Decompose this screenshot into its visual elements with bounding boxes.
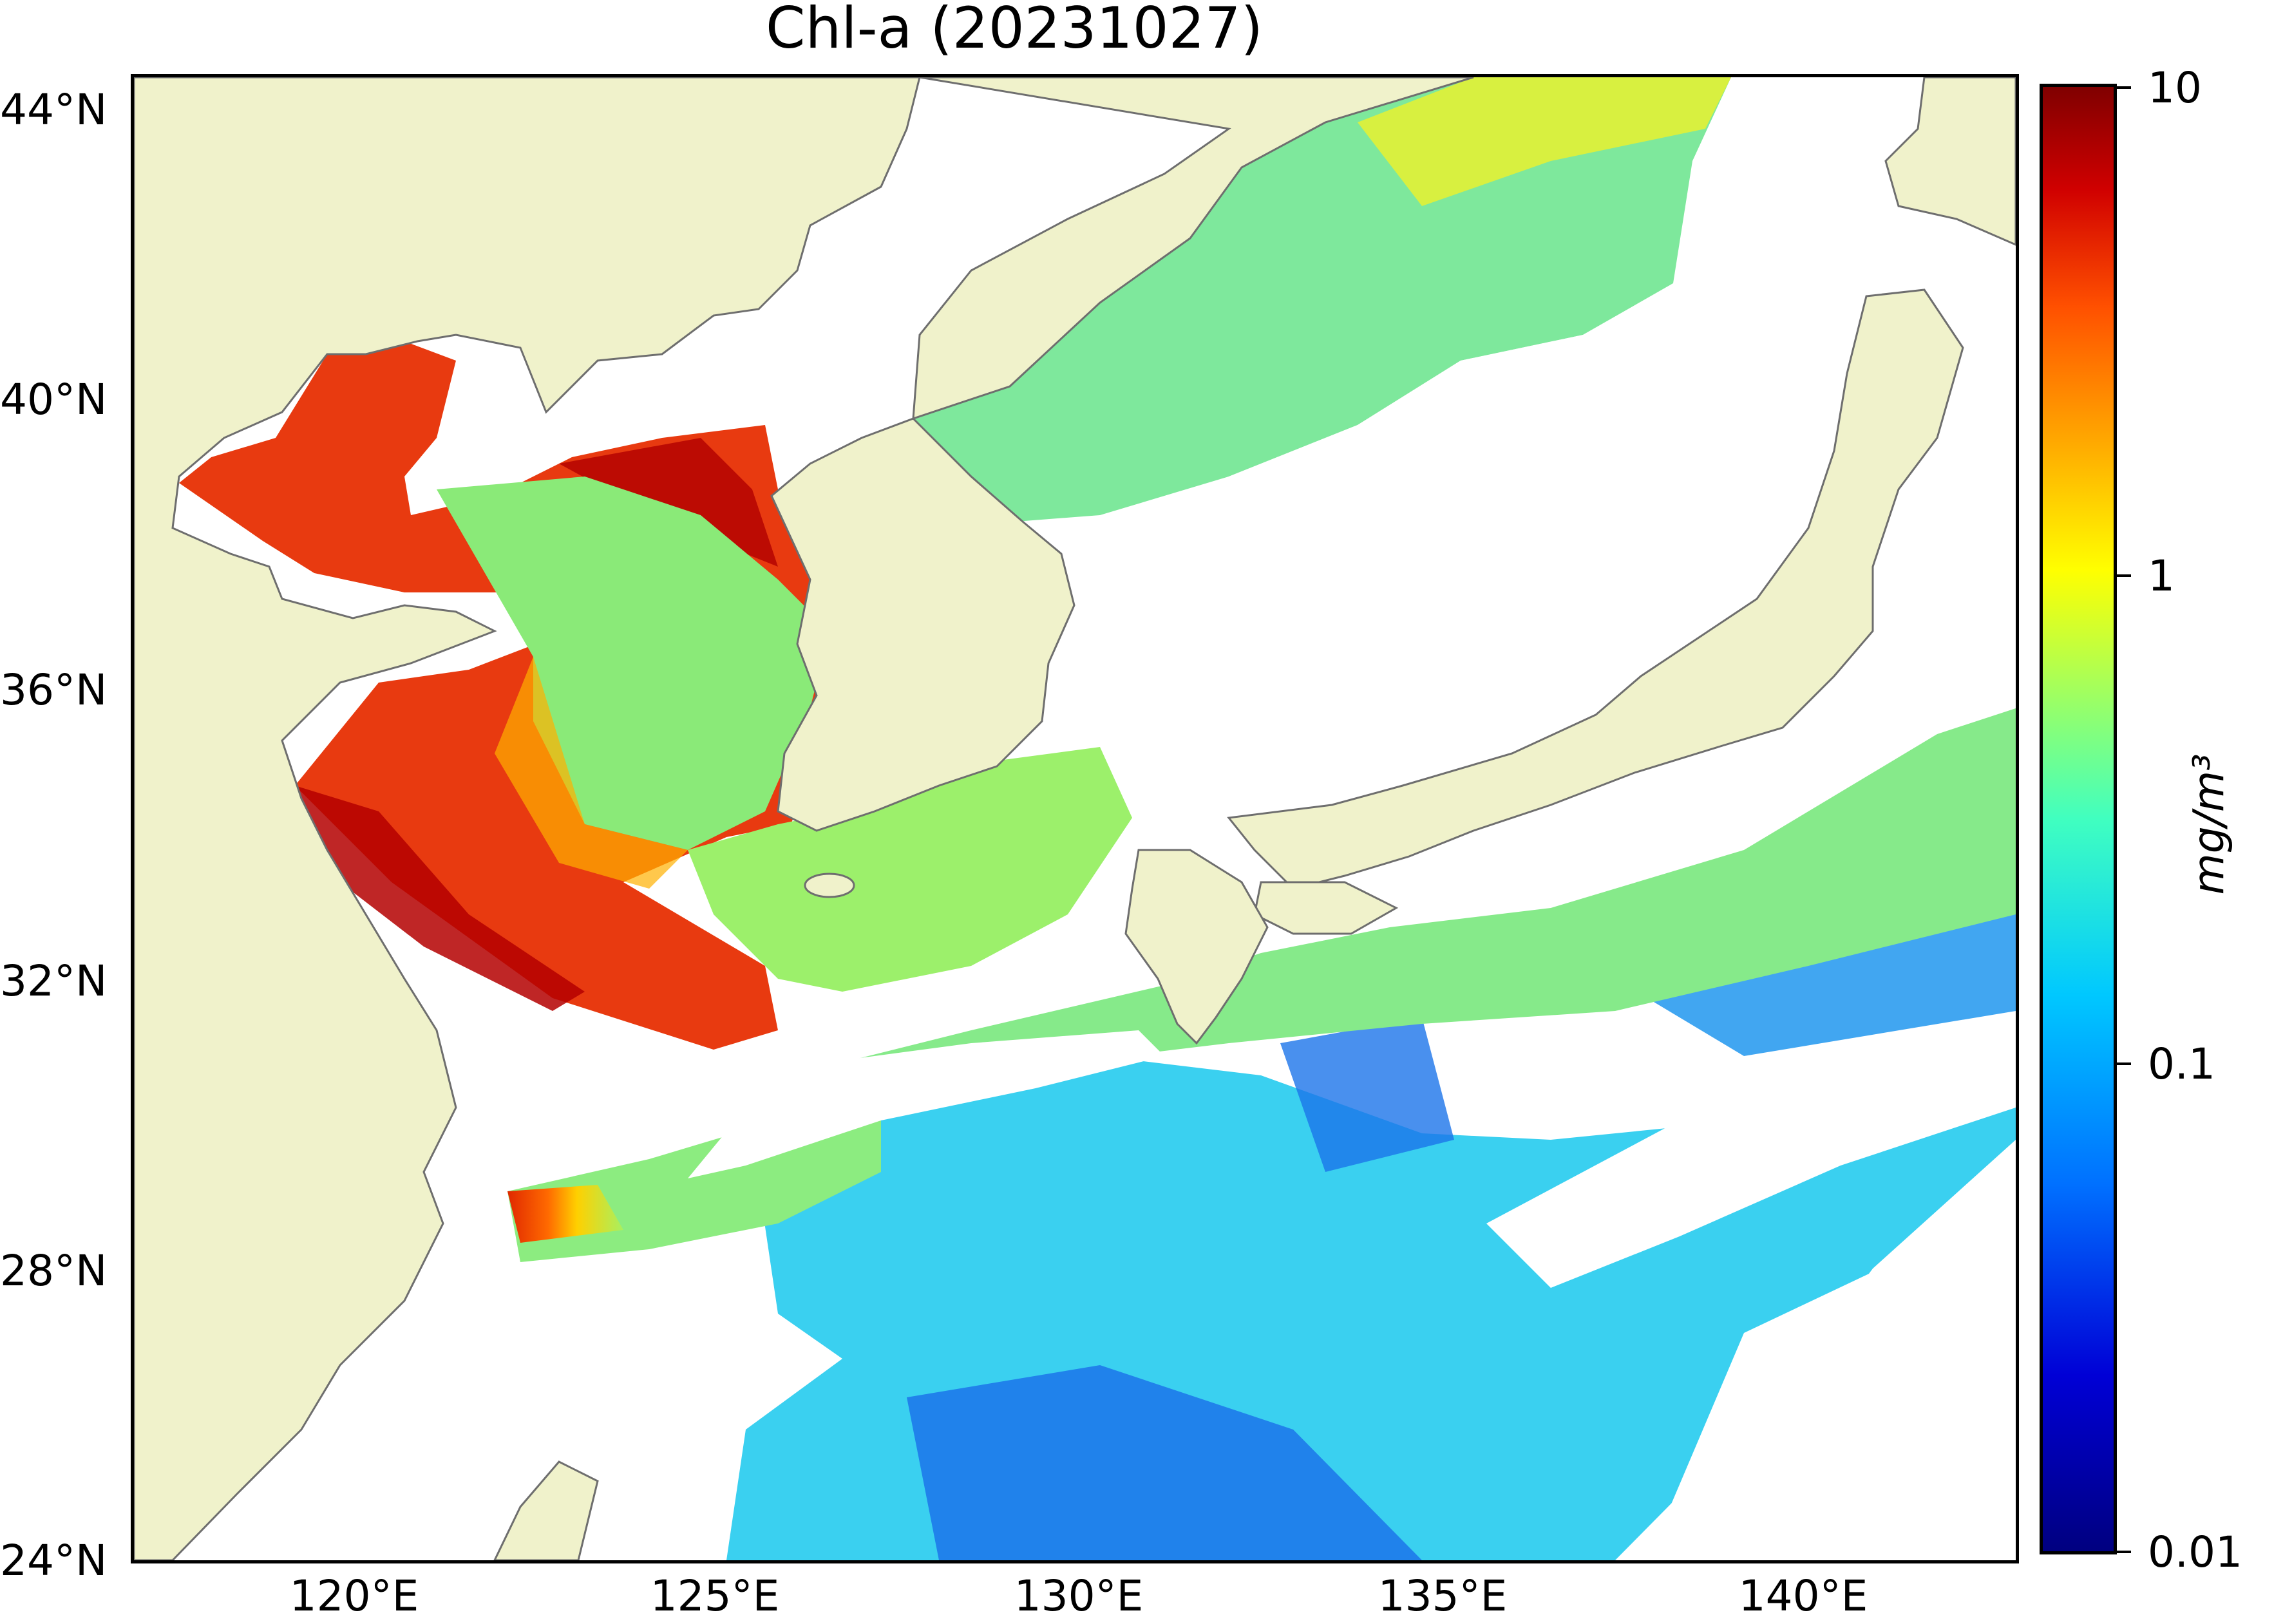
longitude-label: 135°E — [1378, 1571, 1508, 1621]
china-landmass — [134, 77, 921, 1560]
colorbar-units-label: mg/m³ — [2184, 753, 2234, 895]
cloud-gap — [1486, 1030, 2016, 1288]
kyushu-island — [1124, 849, 1269, 1045]
colorbar-tick — [2117, 86, 2131, 89]
deep-blue-patch — [1280, 1017, 1454, 1172]
jeju-island — [804, 873, 855, 898]
yellow-sea-center — [437, 477, 829, 850]
map-panel — [131, 74, 2019, 1563]
sea-of-japan-chlorophyll — [913, 77, 1731, 522]
colorbar-tick — [2117, 574, 2131, 577]
latitude-label: 24°N — [0, 1536, 108, 1585]
sea-of-japan-cloud — [1081, 245, 1744, 753]
latitude-label: 40°N — [0, 375, 108, 424]
latitude-label: 32°N — [0, 956, 108, 1006]
colorbar-tick — [2117, 1062, 2131, 1065]
latitude-label: 44°N — [0, 85, 108, 135]
subei-shoal-dark — [295, 786, 585, 1011]
colorbar-tick-label: 0.01 — [2148, 1527, 2242, 1577]
sea-of-japan-north — [1358, 77, 1731, 206]
yellow-sea-transition — [495, 657, 688, 889]
colorbar-tick-label: 1 — [2148, 551, 2175, 601]
latitude-label: 36°N — [0, 665, 108, 715]
chlorophyll-map — [134, 77, 2016, 1560]
korea-strait-green — [688, 747, 1132, 992]
colorbar-tick-label: 10 — [2148, 63, 2202, 113]
russia-coast — [912, 77, 1474, 420]
east-china-sea-orange — [507, 1185, 623, 1243]
hokkaido-island — [1884, 77, 2016, 246]
longitude-label: 140°E — [1738, 1571, 1868, 1621]
colorbar — [2040, 84, 2117, 1554]
map-title: Chl-a (20231027) — [766, 0, 1263, 61]
deep-blue-patch — [907, 1365, 1422, 1560]
longitude-label: 120°E — [289, 1571, 419, 1621]
latitude-label: 28°N — [0, 1246, 108, 1296]
colorbar-tick — [2117, 1551, 2131, 1553]
taiwan-island — [493, 1460, 599, 1560]
colorbar-tick-label: 0.1 — [2148, 1039, 2215, 1089]
longitude-label: 125°E — [650, 1571, 780, 1621]
longitude-label: 130°E — [1014, 1571, 1144, 1621]
honshu-island — [1227, 288, 1964, 890]
cloud-gap — [1647, 1204, 2016, 1560]
kuroshio-green-band — [817, 708, 2016, 1082]
korean-peninsula — [770, 417, 1075, 832]
blue-patch — [1615, 902, 2016, 1056]
cloud-gap — [688, 1030, 1164, 1178]
